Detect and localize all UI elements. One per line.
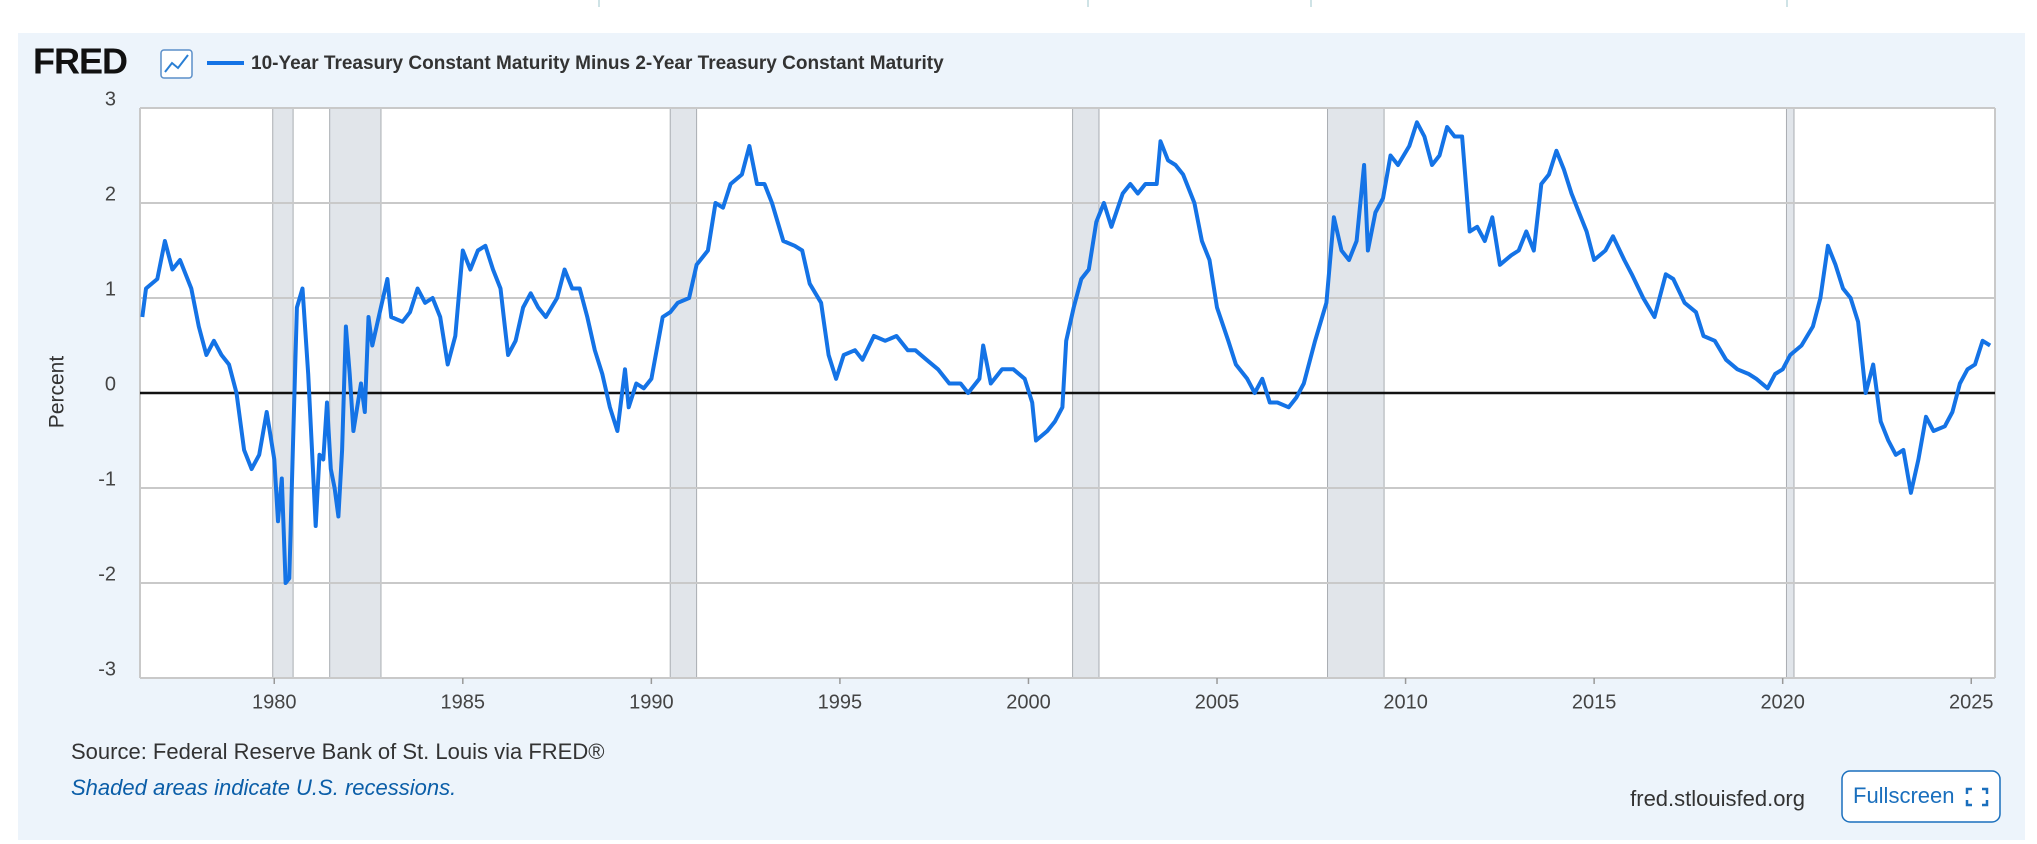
y-axis-label: Percent — [46, 356, 69, 429]
y-tick-label: -1 — [98, 468, 116, 490]
y-tick-label: -2 — [98, 563, 116, 585]
y-tick-label: 2 — [105, 183, 116, 205]
fullscreen-label[interactable]: Fullscreen — [1853, 783, 1954, 808]
x-tick-label: 1985 — [441, 691, 486, 713]
logo-icon-line — [164, 54, 189, 73]
logo-icon — [160, 49, 193, 79]
x-tick-label: 1995 — [818, 691, 863, 713]
source: Source: Federal Reserve Bank of St. Loui… — [71, 739, 604, 764]
x-tick-label: 2025 — [1949, 691, 1994, 713]
x-tick-label: 2020 — [1760, 691, 1805, 713]
x-tick-label: 2000 — [1006, 691, 1051, 713]
logo: FRED — [33, 41, 127, 82]
x-tick-label: 1980 — [252, 691, 297, 713]
y-tick-label: 1 — [105, 278, 116, 300]
fullscreen-button[interactable] — [1841, 770, 2001, 823]
legend-label: 10-Year Treasury Constant Maturity Minus… — [251, 53, 944, 74]
y-tick-label: 3 — [105, 88, 116, 110]
fullscreen-icon[interactable] — [1965, 787, 1989, 807]
site-link: fred.stlouisfed.org — [1630, 786, 1805, 811]
y-tick-label: 0 — [105, 373, 116, 395]
x-tick-label: 2015 — [1572, 691, 1617, 713]
y-tick-label: -3 — [98, 658, 116, 680]
x-tick-label: 2010 — [1383, 691, 1428, 713]
recession-note: Shaded areas indicate U.S. recessions. — [71, 775, 456, 800]
x-tick-label: 2005 — [1195, 691, 1240, 713]
plot-area: -3 -2 -1 0 1 2 3 1980 1985 1990 1995 2000 2005 2010 20… — [98, 88, 1996, 713]
series-line — [140, 120, 1992, 585]
x-tick-label: 1990 — [629, 691, 674, 713]
